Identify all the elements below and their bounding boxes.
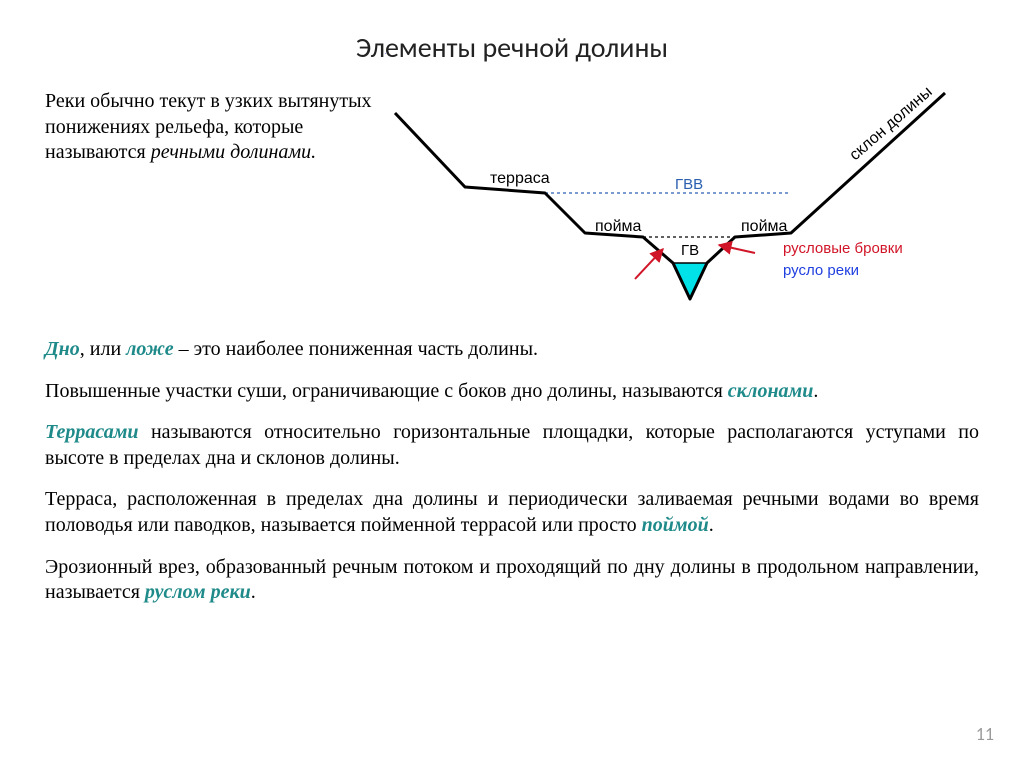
svg-text:русло реки: русло реки [783, 262, 859, 279]
svg-text:русловые бровки: русловые бровки [783, 240, 903, 257]
p4-pre: Терраса, расположенная в пределах дна до… [45, 488, 979, 536]
svg-text:пойма: пойма [595, 218, 642, 235]
water-fill [673, 263, 707, 299]
p3-post: называются относительно горизонтальные п… [45, 421, 979, 469]
p2-pre: Повышенные участки суши, ограничивающие … [45, 380, 728, 402]
para-sklony: Повышенные участки суши, ограничивающие … [45, 379, 979, 405]
p4-post: . [709, 514, 714, 536]
page-number: 11 [976, 723, 994, 745]
arrow-brovka-right [719, 245, 755, 253]
para-ruslo: Эрозионный врез, образованный речным пот… [45, 555, 979, 606]
sep: , или [80, 338, 126, 360]
term-ruslo: руслом реки [145, 581, 251, 603]
body-text: Дно, или ложе – это наиболее пониженная … [45, 337, 979, 606]
term-terrasy: Террасами [45, 421, 139, 443]
term-loje: ложе [126, 338, 173, 360]
para-dno: Дно, или ложе – это наиболее пониженная … [45, 337, 979, 363]
svg-text:ГВВ: ГВВ [675, 176, 703, 193]
valley-diagram: террасапоймапоймаГВВГВсклон долиныруслов… [385, 89, 979, 329]
term-sklony: склонами [728, 380, 814, 402]
para-terrasy: Террасами называются относительно горизо… [45, 420, 979, 471]
svg-text:ГВ: ГВ [681, 242, 699, 259]
para1-rest: – это наиболее пониженная часть долины. [174, 338, 538, 360]
top-row: Реки обычно текут в узких вытянутых пони… [45, 89, 979, 329]
term-poima: поймой [642, 514, 709, 536]
arrow-brovka-left [635, 249, 663, 279]
para-poima: Терраса, расположенная в пределах дна до… [45, 487, 979, 538]
valley-profile [395, 93, 945, 299]
svg-text:склон долины: склон долины [846, 83, 935, 164]
term-dno: Дно [45, 338, 80, 360]
svg-text:терраса: терраса [490, 170, 550, 187]
intro-italic: речными долинами. [151, 141, 316, 163]
intro-text: Реки обычно текут в узких вытянутых пони… [45, 89, 375, 166]
p5-post: . [251, 581, 256, 603]
svg-text:пойма: пойма [741, 218, 788, 235]
p2-post: . [813, 380, 818, 402]
